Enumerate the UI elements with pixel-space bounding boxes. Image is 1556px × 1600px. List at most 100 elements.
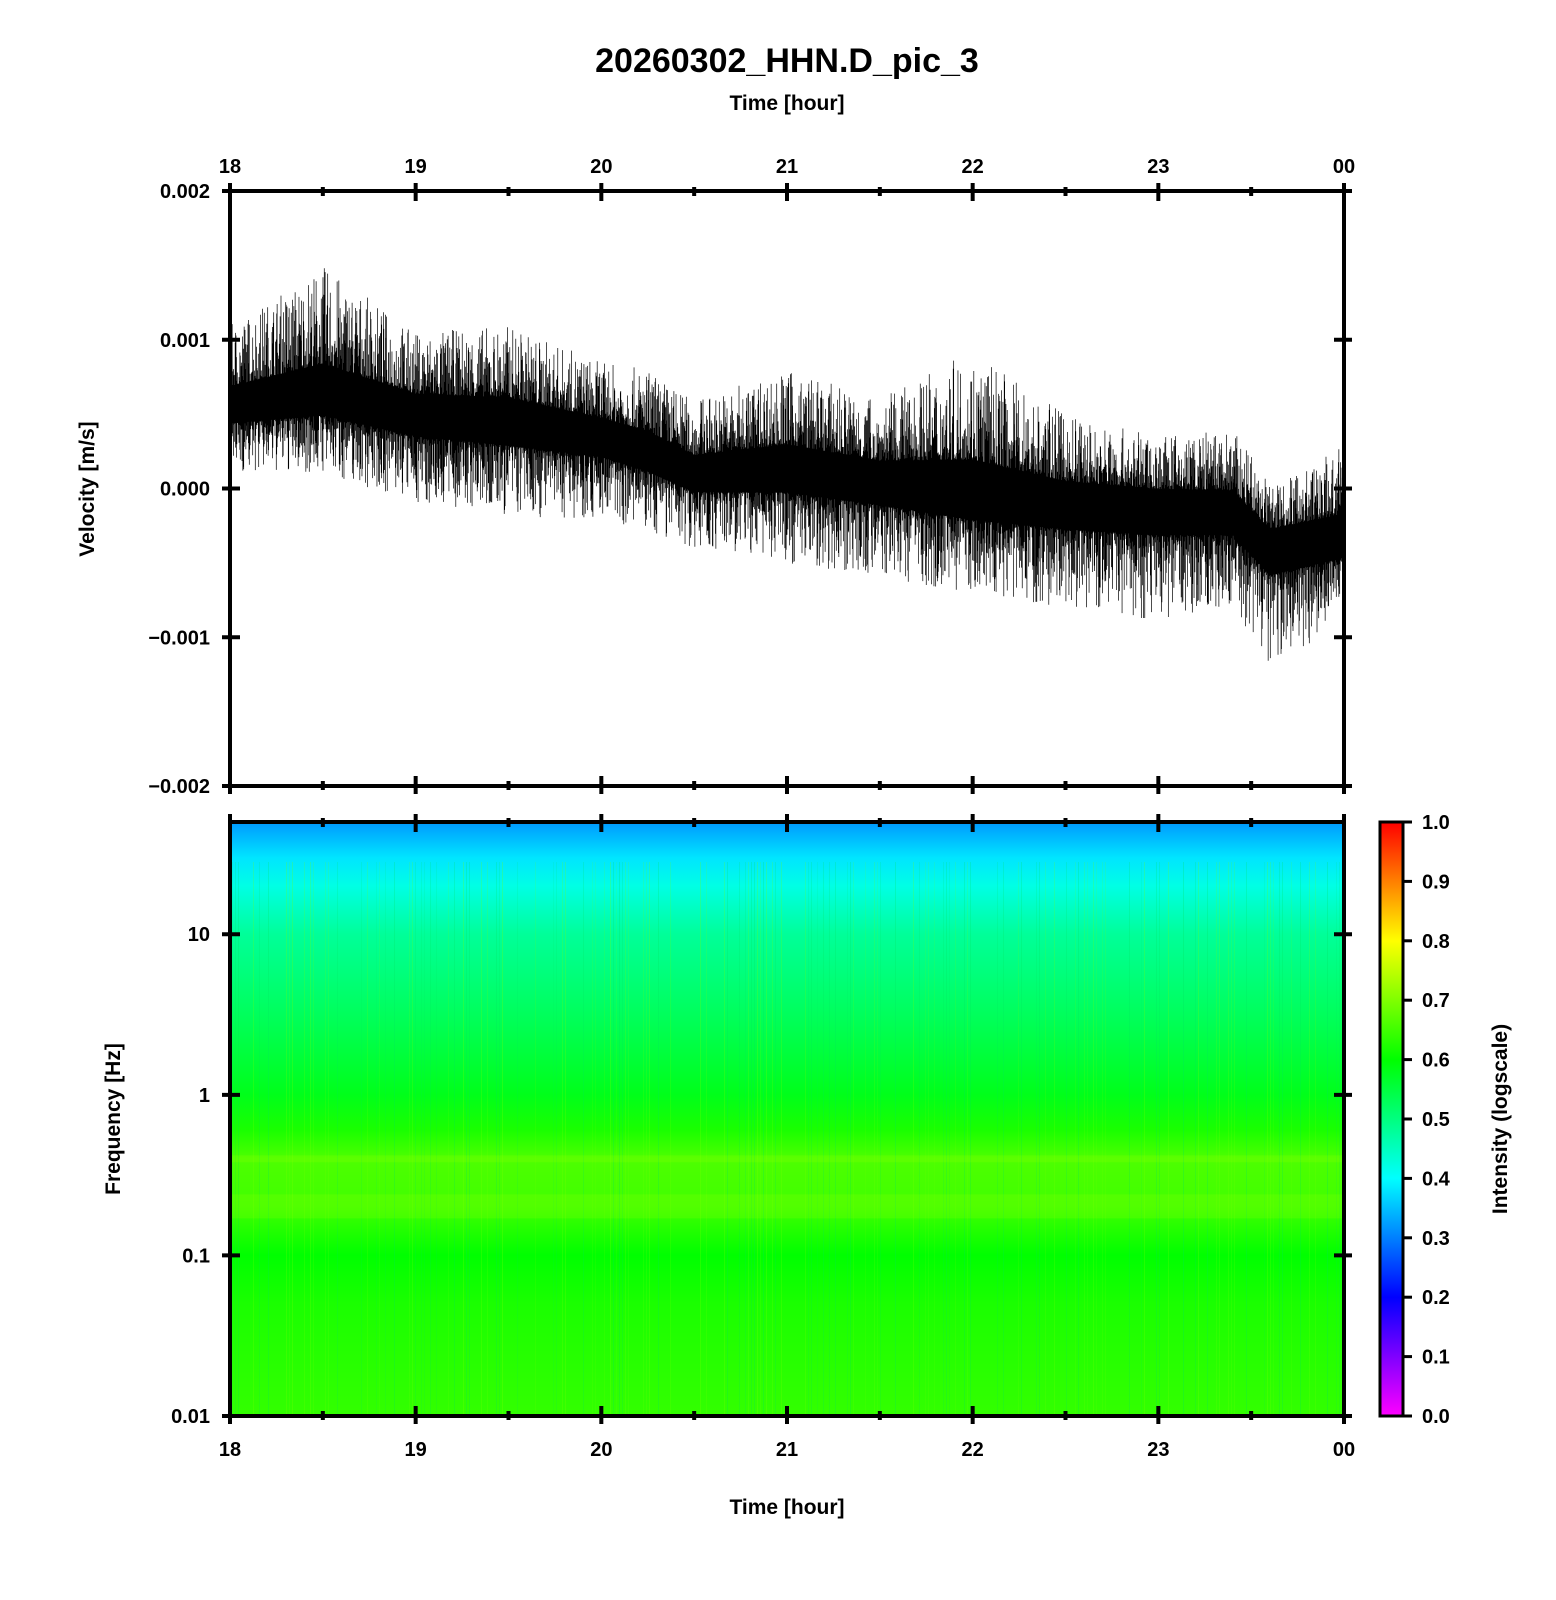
spectrogram-x-tick-label: 21: [776, 1439, 798, 1461]
spectrogram-stripe: [1273, 862, 1274, 1416]
spectrogram-stripe: [361, 862, 362, 1416]
spectrogram-y-tick-label: 10: [188, 924, 210, 946]
spectrogram-x-tick-label: 18: [219, 1439, 241, 1461]
spectrogram-stripe: [745, 862, 746, 1416]
spectrogram-stripe: [829, 862, 830, 1416]
spectrogram-stripe: [616, 862, 617, 1416]
spectrogram-stripe: [850, 862, 851, 1416]
spectrogram-stripe: [1084, 862, 1085, 1416]
spectrogram-stripe: [1021, 862, 1022, 1416]
spectrogram-stripe: [481, 862, 482, 1416]
spectrogram-stripe: [748, 862, 749, 1416]
waveform-x-ticks: 18 19 20 21 22 23 00: [219, 156, 1355, 794]
spectrogram-stripe: [553, 862, 554, 1416]
spectrogram-stripe: [436, 862, 437, 1416]
spectrogram-stripe: [811, 862, 812, 1416]
spectrogram-stripe: [376, 862, 377, 1416]
colorbar-tick-label: 0.6: [1422, 1050, 1450, 1072]
spectrogram-stripe: [823, 862, 824, 1416]
spectrogram-stripe: [1339, 862, 1340, 1416]
spectrogram-stripe: [964, 862, 965, 1416]
spectrogram-stripe: [760, 862, 761, 1416]
spectrogram-stripe: [1195, 862, 1196, 1416]
spectrogram-stripe: [946, 862, 947, 1416]
spectrogram-stripe: [583, 862, 584, 1416]
spectrogram-stripe: [949, 862, 950, 1416]
spectrogram-stripe: [454, 862, 455, 1416]
spectrogram-stripe: [1039, 862, 1040, 1416]
spectrogram-stripe: [757, 862, 758, 1416]
spectrogram-stripe: [1282, 862, 1283, 1416]
waveform-series: [229, 268, 1345, 661]
spectrogram-stripe: [1300, 862, 1301, 1416]
waveform-x-tick-label: 23: [1147, 156, 1169, 178]
spectrogram-stripe: [367, 862, 368, 1416]
spectrogram-stripe: [766, 862, 767, 1416]
spectrogram-x-ticks: 18 19 20 21 22 23 00: [219, 814, 1355, 1461]
spectrogram-stripe: [292, 862, 293, 1416]
spectrogram-stripe: [1216, 862, 1217, 1416]
spectrogram-x-tick-label: 23: [1147, 1439, 1169, 1461]
spectrogram-stripe: [646, 862, 647, 1416]
spectrogram-stripe: [805, 862, 806, 1416]
spectrogram-stripe: [706, 862, 707, 1416]
spectrogram-stripe: [1267, 862, 1268, 1416]
colorbar-tick-label: 0.1: [1422, 1347, 1450, 1369]
spectrogram-stripe: [880, 862, 881, 1416]
spectrogram-stripe: [1078, 862, 1079, 1416]
waveform-x-tick-label: 00: [1333, 156, 1355, 178]
spectrogram-stripe: [595, 862, 596, 1416]
spectrogram-stripe: [670, 862, 671, 1416]
colorbar-tick-label: 1.0: [1422, 812, 1450, 834]
spectrogram-stripe: [421, 862, 422, 1416]
spectrogram-stripe: [469, 862, 470, 1416]
spectrogram-stripe: [970, 862, 971, 1416]
waveform-x-tick-label: 22: [962, 156, 984, 178]
waveform-x-tick-label: 21: [776, 156, 798, 178]
spectrogram-stripe: [622, 862, 623, 1416]
spectrogram-stripe: [1270, 862, 1271, 1416]
waveform-y-tick-label: −0.002: [148, 776, 210, 798]
spectrogram-stripe: [1207, 862, 1208, 1416]
waveform-y-tick-label: 0.001: [160, 330, 210, 352]
spectrogram-stripe: [763, 862, 764, 1416]
spectrogram-stripe: [565, 862, 566, 1416]
spectrogram-x-tick-label: 20: [590, 1439, 612, 1461]
waveform-y-ticks: 0.002 0.001 0.000 −0.001 −0.002: [148, 181, 1352, 798]
spectrogram-stripe: [919, 862, 920, 1416]
spectrogram-x-tick-label: 19: [405, 1439, 427, 1461]
spectrogram-stripe: [1096, 862, 1097, 1416]
spectrogram-stripe: [1144, 862, 1145, 1416]
spectrogram-stripe: [775, 862, 776, 1416]
waveform-y-tick-label: 0.000: [160, 479, 210, 501]
waveform-x-tick-label: 18: [219, 156, 241, 178]
spectrogram-stripe: [448, 862, 449, 1416]
spectrogram-stripe: [865, 862, 866, 1416]
spectrogram-stripe: [313, 862, 314, 1416]
spectrogram-stripe: [499, 862, 500, 1416]
spectrogram-stripe: [310, 862, 311, 1416]
spectrogram-stripe: [700, 862, 701, 1416]
spectrogram-stripe: [424, 862, 425, 1416]
spectrogram-stripe: [877, 862, 878, 1416]
spectrogram-y-ticks: 10 1 0.1 0.01: [171, 924, 1352, 1428]
colorbar-label: Intensity (logscale): [1489, 1024, 1512, 1214]
spectrogram-stripe: [934, 862, 935, 1416]
spectrogram-stripe: [739, 862, 740, 1416]
spectrogram-stripe: [772, 862, 773, 1416]
spectrogram-texture: [230, 862, 1344, 1416]
colorbar-tick-label: 0.8: [1422, 931, 1450, 953]
spectrogram-stripe: [610, 862, 611, 1416]
spectrogram-stripe: [649, 862, 650, 1416]
spectrogram-stripe: [379, 862, 380, 1416]
spectrogram-stripe: [613, 862, 614, 1416]
spectrogram-stripe: [409, 862, 410, 1416]
spectrogram-stripe: [325, 862, 326, 1416]
spectrogram-stripe: [1129, 862, 1130, 1416]
spectrogram-stripe: [895, 862, 896, 1416]
colorbar-ticks: 1.0 0.9 0.8 0.7 0.6 0.5 0.4 0.3 0.2 0.1 0.0: [1403, 812, 1451, 1428]
spectrogram-stripe: [1003, 862, 1004, 1416]
spectrogram-stripe: [1159, 862, 1160, 1416]
spectrogram-stripe: [394, 862, 395, 1416]
